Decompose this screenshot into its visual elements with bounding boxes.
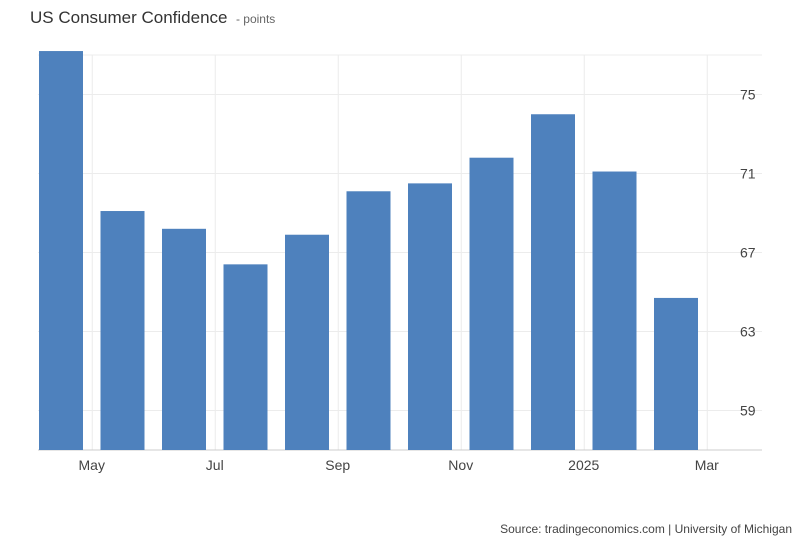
- bars: [39, 51, 698, 451]
- y-tick-label: 59: [740, 403, 756, 419]
- bar-aug: [285, 234, 329, 450]
- y-axis-ticks: 59 63 67 71 75: [740, 87, 756, 419]
- x-tick-label: Sep: [325, 457, 350, 473]
- x-tick-label: May: [79, 457, 105, 473]
- bar-dec: [531, 114, 575, 450]
- chart-unit: - points: [235, 12, 276, 26]
- source-note: Source: tradingeconomics.com | Universit…: [500, 522, 792, 536]
- chart-title-block: US Consumer Confidence - points: [30, 8, 275, 28]
- x-tick-label: Nov: [448, 457, 473, 473]
- bar-may: [100, 211, 145, 450]
- y-tick-label: 75: [740, 87, 756, 103]
- bar-feb: [654, 297, 698, 450]
- y-tick-label: 63: [740, 324, 756, 340]
- x-tick-label: Mar: [695, 457, 719, 473]
- bar-nov: [469, 157, 514, 450]
- bar-jun: [162, 228, 206, 450]
- bar-oct: [408, 183, 452, 450]
- x-axis-ticks: May Jul Sep Nov 2025 Mar: [79, 457, 720, 473]
- grid-lines: [38, 54, 762, 451]
- y-tick-label: 67: [740, 245, 756, 261]
- bar-jul: [223, 264, 268, 450]
- x-tick-label: 2025: [568, 457, 599, 473]
- bar-apr: [39, 51, 83, 451]
- bar-2025: [592, 171, 637, 450]
- x-tick-label: Jul: [206, 457, 224, 473]
- bar-sep: [346, 191, 391, 450]
- y-tick-label: 71: [740, 166, 756, 182]
- chart-title: US Consumer Confidence: [30, 8, 228, 27]
